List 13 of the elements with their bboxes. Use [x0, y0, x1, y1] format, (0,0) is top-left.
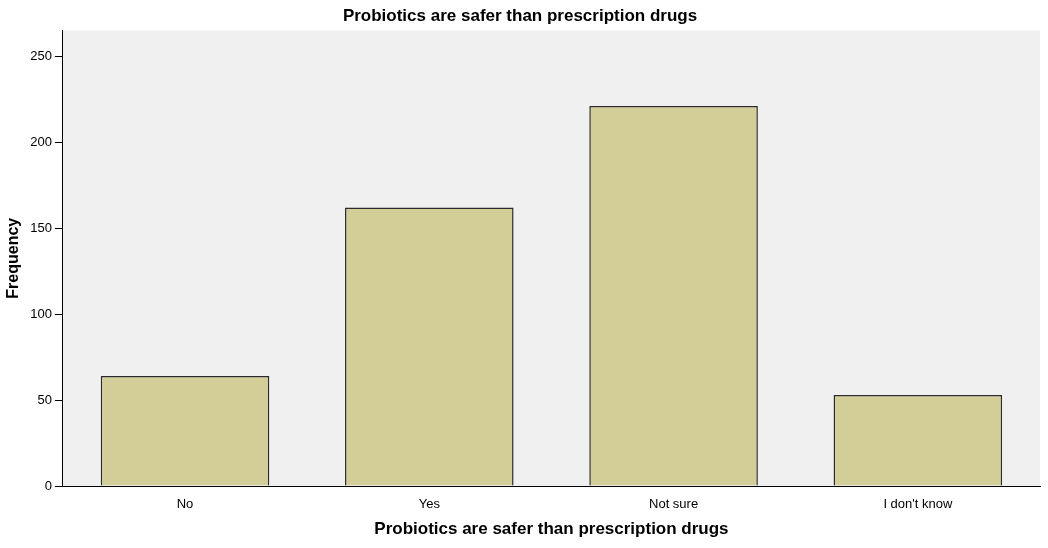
x-tick-label: Not sure: [649, 496, 699, 512]
y-axis-title: Frequency: [4, 217, 22, 299]
x-tick-label: I don't know: [883, 496, 953, 512]
y-tick-label: 200: [30, 133, 52, 149]
chart-title: Probiotics are safer than prescription drugs: [342, 5, 698, 25]
y-tick-label: 100: [30, 305, 52, 321]
y-tick-label: 0: [44, 477, 52, 493]
y-tick-label: 150: [30, 219, 52, 235]
x-tick-label: No: [176, 496, 194, 512]
y-tick-label: 50: [37, 391, 52, 407]
y-tick-label: 250: [30, 47, 52, 63]
x-tick-label: Yes: [418, 496, 441, 512]
x-axis-title: Probiotics are safer than prescription drugs: [374, 519, 729, 539]
